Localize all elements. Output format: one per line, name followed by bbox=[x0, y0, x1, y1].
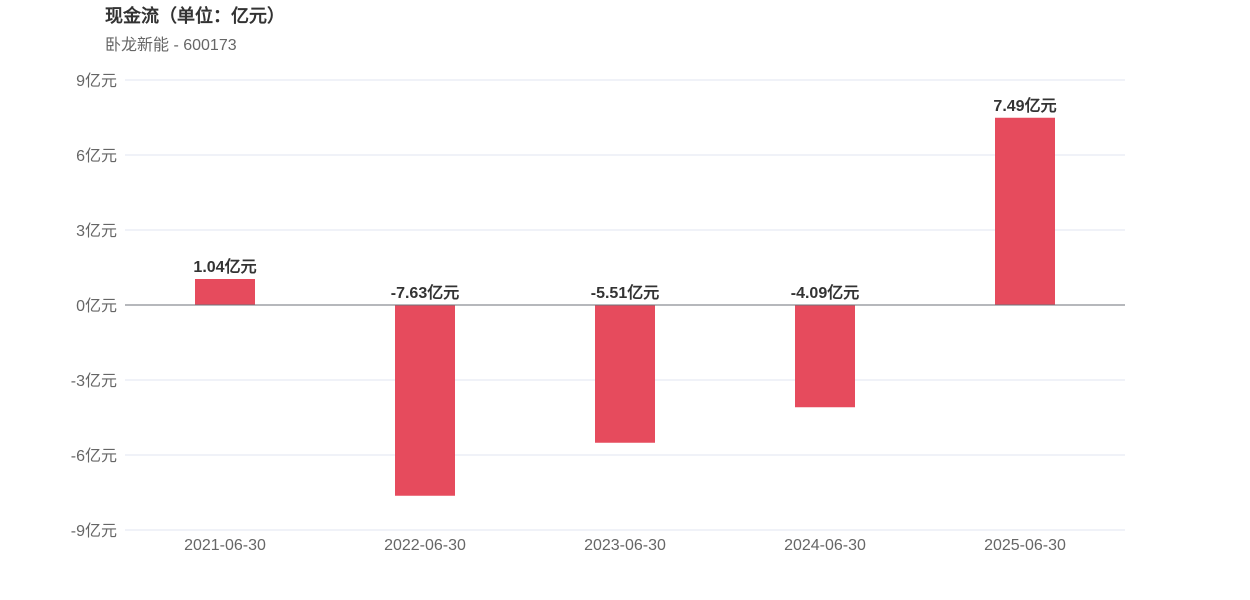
x-tick-label: 2025-06-30 bbox=[984, 537, 1066, 554]
x-tick-label: 2024-06-30 bbox=[784, 537, 866, 554]
y-tick-label: -3亿元 bbox=[71, 372, 117, 390]
y-tick-label: 0亿元 bbox=[76, 297, 117, 315]
bar-data-label: -7.63亿元 bbox=[391, 283, 459, 302]
bar-data-label: 1.04亿元 bbox=[193, 257, 256, 276]
y-tick-label: 3亿元 bbox=[76, 222, 117, 240]
bar-data-label: -5.51亿元 bbox=[591, 283, 659, 302]
y-tick-label: 9亿元 bbox=[76, 72, 117, 90]
bar bbox=[195, 279, 255, 305]
bar-data-label: 7.49亿元 bbox=[993, 96, 1056, 115]
y-tick-label: -6亿元 bbox=[71, 447, 117, 465]
x-tick-label: 2021-06-30 bbox=[184, 537, 266, 554]
x-tick-label: 2022-06-30 bbox=[384, 537, 466, 554]
bar bbox=[995, 117, 1055, 305]
chart-title: 现金流（单位：亿元） bbox=[105, 6, 285, 26]
bar bbox=[595, 305, 655, 443]
x-tick-label: 2023-06-30 bbox=[584, 537, 666, 554]
bar bbox=[395, 305, 455, 496]
y-tick-label: 6亿元 bbox=[76, 147, 117, 165]
y-tick-label: -9亿元 bbox=[71, 522, 117, 540]
bar bbox=[795, 305, 855, 408]
chart-subtitle: 卧龙新能 - 600173 bbox=[105, 37, 237, 54]
bar-data-label: -4.09亿元 bbox=[791, 283, 859, 302]
